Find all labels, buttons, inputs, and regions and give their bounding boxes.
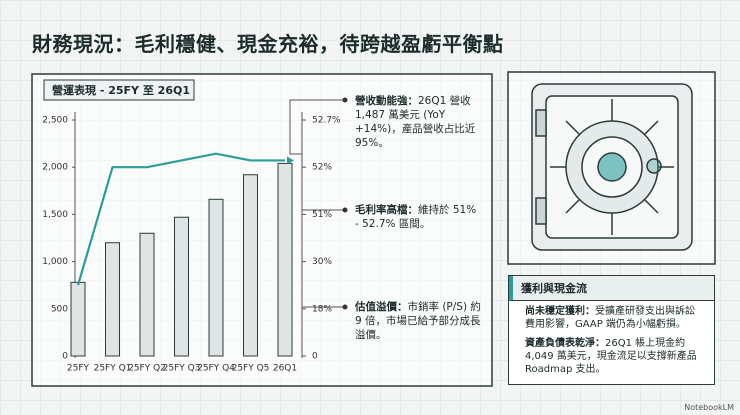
item-heading: 尚未穩定獲利： — [525, 306, 595, 317]
x-tick-label: 25FY Q2 — [128, 364, 166, 374]
y2-tick-label: 30% — [312, 257, 332, 267]
bar — [208, 198, 224, 357]
connector — [289, 99, 345, 155]
bar — [70, 281, 86, 357]
chart-title-box — [43, 79, 195, 101]
y-tick-label: 1,500 — [42, 210, 68, 220]
annotation-text: 維持於 51% - 52.7% 區間。 — [355, 204, 477, 230]
annotation-text: 市銷率 (P/S) 約 9 倍，市場已給予部分成長溢價。 — [355, 301, 481, 341]
sidebar-item: 資產負債表乾淨：26Q1 帳上現金約 4,049 萬美元，現金流足以支撐新產品 … — [509, 333, 714, 378]
y-tick-label: 1,000 — [42, 257, 68, 267]
connector-dot — [342, 304, 348, 310]
y-tick-label: 500 — [51, 304, 68, 314]
y2-tick-label: 51% — [312, 210, 332, 220]
y2-tick-label: 52.7% — [312, 116, 341, 126]
x-tick-label: 25FY — [67, 364, 90, 374]
sidebar-item: 尚未穩定獲利：受擴產研發支出與訴訟費用影響，GAAP 端仍為小幅虧損。 — [509, 301, 714, 333]
item-text: 26Q1 帳上現金約 4,049 萬美元，現金流足以支撐新產品 Roadmap … — [525, 338, 697, 375]
y-tick-label: 2,000 — [42, 163, 68, 173]
annotation: 毛利率高檔：維持於 51% - 52.7% 區間。 — [355, 203, 483, 231]
y2-tick-label: 52% — [312, 163, 332, 173]
x-tick-label: 25FY Q3 — [163, 364, 201, 374]
footer: NotebookLM — [684, 403, 734, 412]
y2-tick-label: 18% — [312, 304, 332, 314]
bar — [174, 216, 189, 357]
annotation-heading: 估值溢價： — [355, 301, 408, 313]
sidebar-title: 獲利與現金流 — [509, 276, 714, 301]
annotation: 估值溢價：市銷率 (P/S) 約 9 倍，市場已給予部分成長溢價。 — [355, 300, 483, 342]
connector-dot — [342, 97, 348, 103]
sidebar: 獲利與現金流 尚未穩定獲利：受擴產研發支出與訴訟費用影響，GAAP 端仍為小幅虧… — [508, 275, 715, 385]
connector-dot — [342, 207, 348, 213]
line — [76, 152, 285, 286]
annotation-heading: 毛利率高檔： — [355, 204, 418, 216]
annotation: 營收動能強：26Q1 營收 1,487 萬美元 (YoY +14%)，產品營收占… — [355, 94, 483, 150]
bar — [105, 242, 120, 357]
page-title: 財務現況：毛利穩健、現金充裕，待跨越盈虧平衡點 — [32, 32, 504, 56]
bar — [139, 232, 155, 357]
annotation-text: 26Q1 營收 1,487 萬美元 (YoY +14%)，產品營收占比近 95%… — [355, 95, 476, 149]
bar — [277, 162, 293, 357]
line-arrow — [287, 156, 294, 165]
x-tick-label: 25FY Q4 — [197, 364, 235, 374]
chart-title: 營運表現 - 25FY 至 26Q1 — [52, 83, 190, 97]
x-tick-label: 26Q1 — [273, 364, 297, 374]
x-tick-label: 25FY Q5 — [232, 364, 270, 374]
x-tick-label: 25FY Q1 — [94, 364, 132, 374]
vault-illustration — [507, 71, 716, 265]
item-heading: 資產負債表乾淨： — [525, 338, 605, 349]
item-text: 受擴產研發支出與訴訟費用影響，GAAP 端仍為小幅虧損。 — [525, 306, 695, 330]
bar — [243, 174, 258, 357]
y-tick-label: 2,500 — [42, 116, 68, 126]
annotation-heading: 營收動能強： — [355, 95, 418, 107]
y-tick-label: 0 — [62, 352, 68, 362]
y2-tick-label: 0 — [312, 352, 318, 362]
